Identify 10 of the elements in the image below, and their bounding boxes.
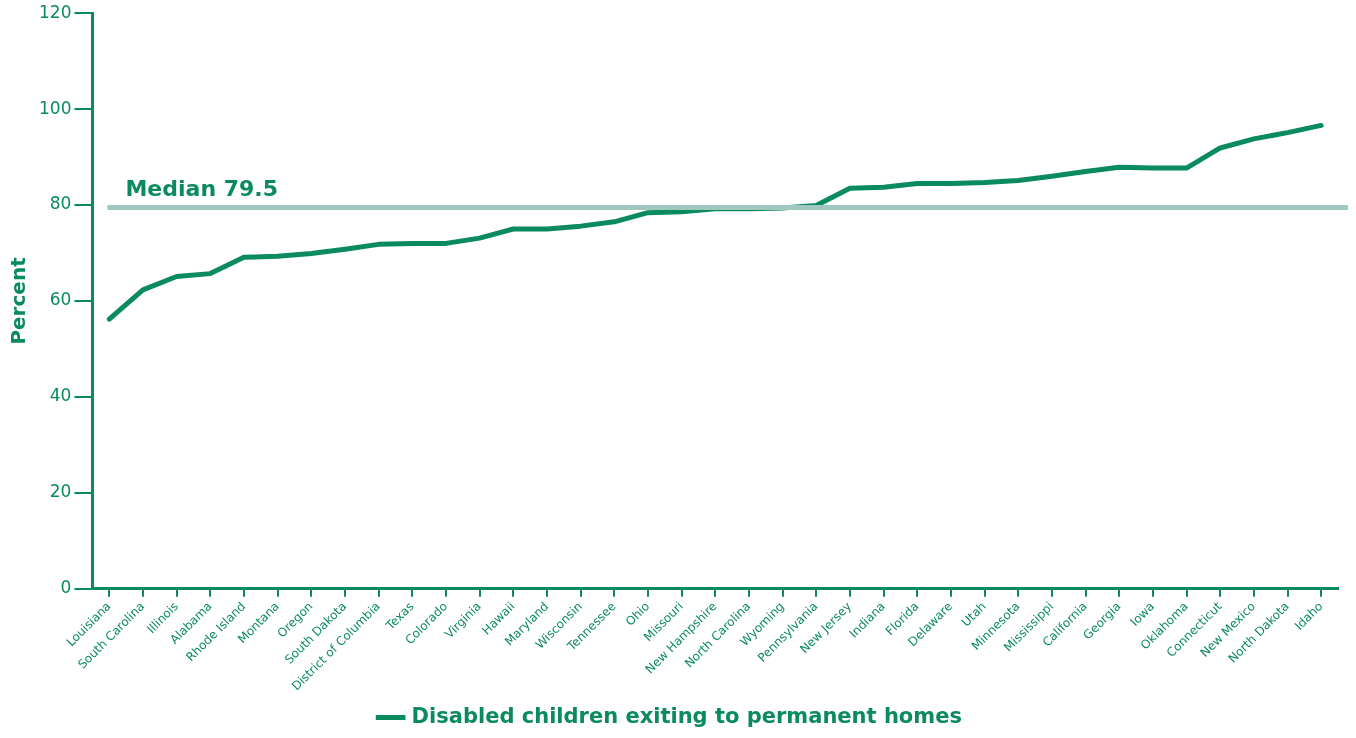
y-tick-label: 120 <box>38 1 72 22</box>
y-tick-label: 100 <box>38 97 72 118</box>
y-tick-label: 60 <box>49 289 72 310</box>
y-tick-label: 20 <box>49 481 72 502</box>
y-tick-label: 80 <box>49 193 72 214</box>
y-tick-label: 0 <box>60 577 72 598</box>
y-axis-title: Percent <box>6 256 31 345</box>
legend-label: Disabled children exiting to permanent homes <box>411 703 962 728</box>
y-tick-label: 40 <box>49 385 72 406</box>
ref-line-label: Median 79.5 <box>125 176 279 202</box>
